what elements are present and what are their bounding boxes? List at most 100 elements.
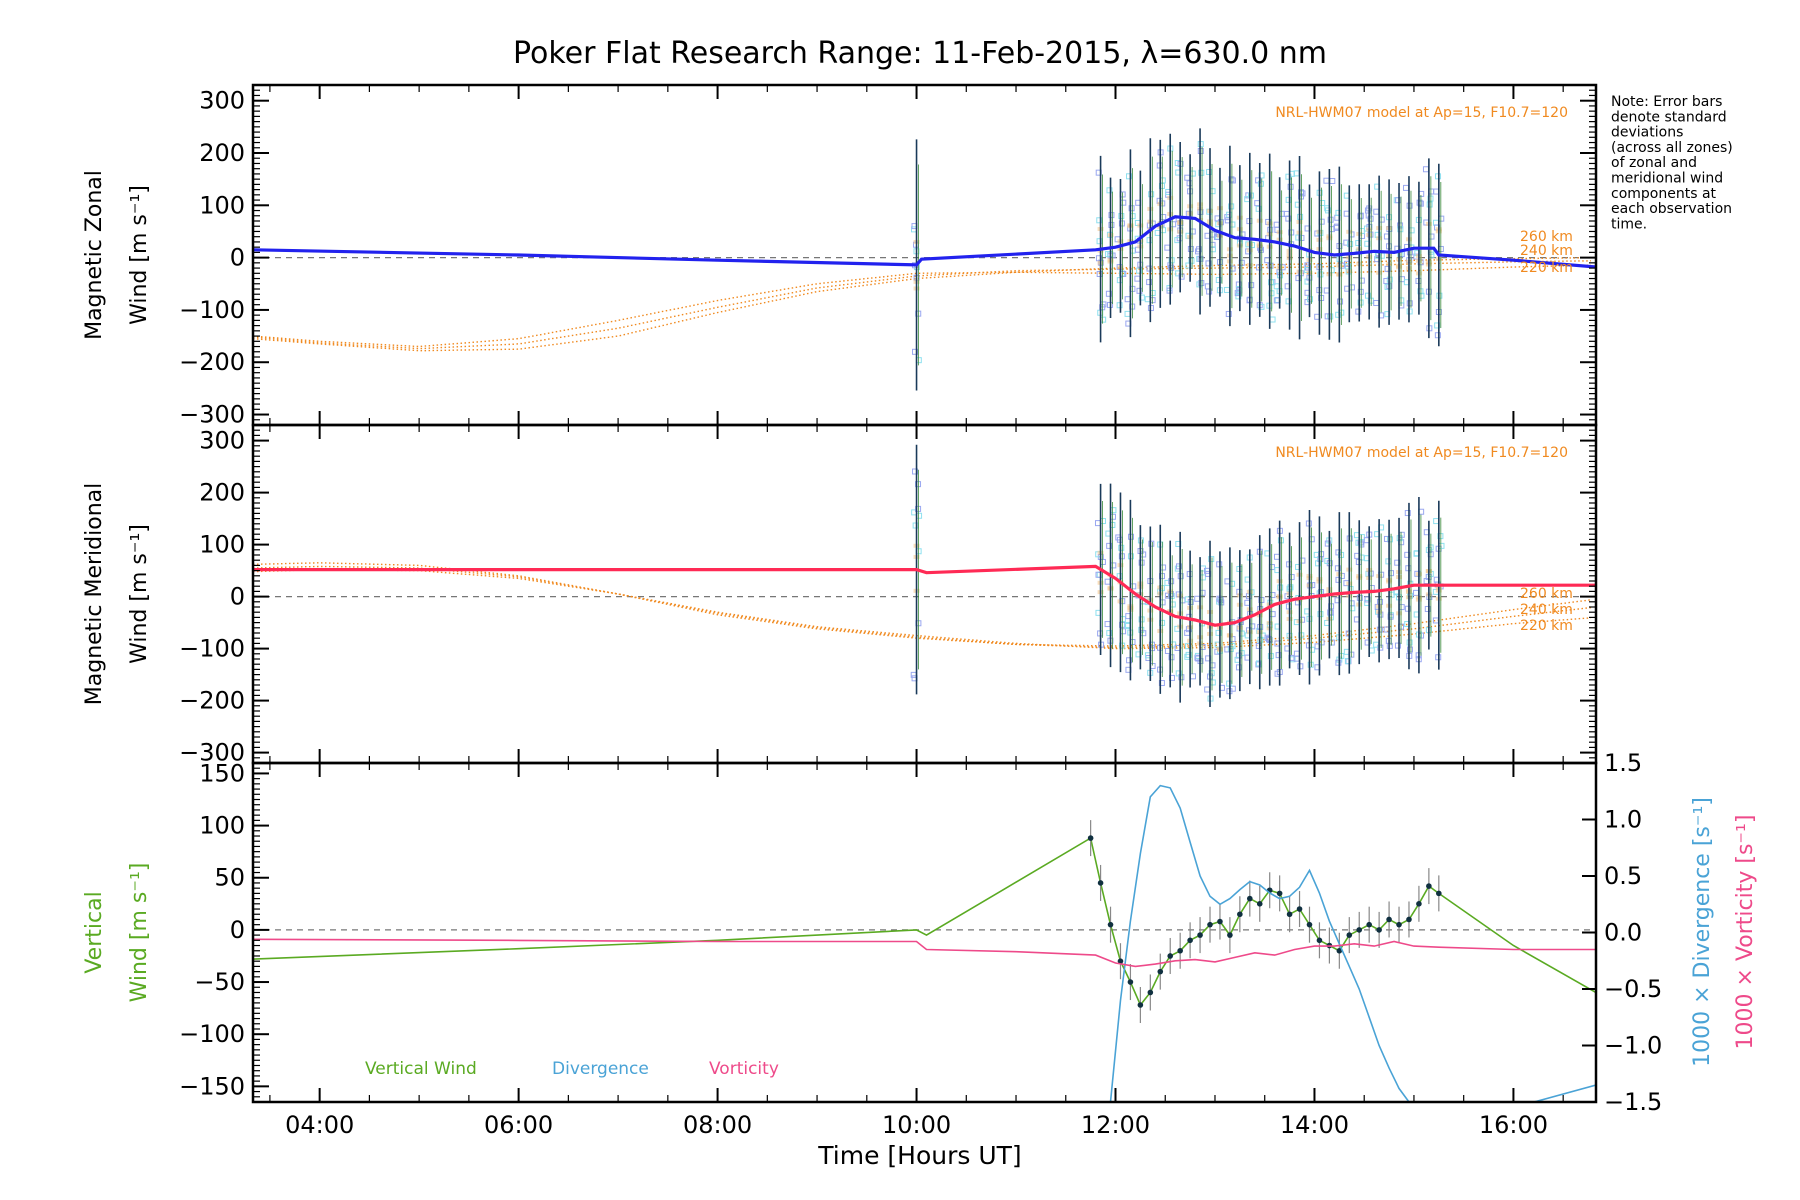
scatter-point [1293, 650, 1300, 657]
scatter-point [1437, 533, 1444, 540]
scatter-point [1105, 290, 1112, 297]
y-tick-label: 100 [199, 812, 245, 840]
plot-area [253, 128, 1596, 391]
altitude-label: 220 km [1520, 260, 1573, 276]
scatter-point [1136, 287, 1143, 294]
scatter-point [1206, 168, 1213, 175]
y-tick-label: −50 [194, 968, 245, 996]
scatter-point [1413, 589, 1420, 596]
vertical-point [1217, 918, 1223, 925]
scatter-point [1196, 246, 1203, 253]
y-tick-label: −100 [179, 296, 245, 324]
scatter-point [1367, 215, 1374, 222]
scatter-point [1096, 238, 1103, 245]
scatter-point [1096, 217, 1103, 224]
scatter-point [1170, 221, 1177, 228]
y-tick-label: 200 [199, 479, 245, 507]
scatter-point [1248, 282, 1255, 289]
scatter-point [1118, 220, 1125, 227]
y-tick-label: 300 [199, 87, 245, 115]
y-axis-label: Wind [m s⁻¹] [127, 524, 152, 664]
vertical-point [1296, 906, 1303, 912]
scatter-point [1134, 275, 1141, 282]
scatter-point [1106, 630, 1113, 637]
vertical-point [1177, 947, 1183, 954]
scatter-point [1160, 214, 1167, 221]
vertical-point [1157, 968, 1164, 975]
scatter-point [1188, 257, 1195, 264]
scatter-point [1206, 288, 1213, 295]
scatter-point [1116, 302, 1123, 309]
scatter-point [1394, 642, 1401, 649]
vertical-point [1087, 835, 1094, 841]
scatter-point [1223, 286, 1230, 293]
scatter-point [1255, 205, 1262, 212]
fitted-wind-line [253, 564, 1596, 627]
scatter-point [1384, 265, 1391, 272]
scatter-point [1120, 199, 1127, 206]
y-axis-label: Wind [m s⁻¹] [127, 185, 152, 325]
x-tick-label: 08:00 [683, 1111, 752, 1139]
scatter-point [1169, 601, 1176, 608]
plot-area [253, 444, 1596, 708]
vertical-point [1306, 921, 1313, 928]
scatter-point [1118, 553, 1125, 560]
note-line: meridional wind [1611, 171, 1723, 187]
vertical-point [1117, 958, 1124, 964]
divergence-line [1109, 784, 1596, 1102]
y2-tick-label: 1.5 [1604, 749, 1642, 777]
scatter-point [1408, 227, 1415, 234]
vertical-point [1366, 921, 1372, 928]
altitude-label: 260 km [1520, 229, 1573, 245]
vertical-point [1436, 890, 1442, 897]
panel-vertical: Vertical Wind Divergence Vorticity −1.5 −1.0… [82, 749, 1758, 1116]
scatter-point [1368, 647, 1375, 654]
vertical-point [1167, 953, 1174, 959]
scatter-point [1273, 553, 1280, 560]
y-tick-label: 150 [199, 759, 245, 787]
vorticity-line [253, 938, 1596, 968]
plot-area [253, 784, 1596, 1102]
scatter-point [1307, 661, 1314, 668]
note-line: each observation [1611, 201, 1732, 217]
legend-entry: Divergence [552, 1059, 649, 1079]
y-axis-label: Wind [m s⁻¹] [127, 863, 152, 1003]
y2-tick-label: 0.0 [1604, 919, 1642, 947]
scatter-point [1428, 233, 1435, 240]
scatter-point [1225, 310, 1232, 317]
scatter-point [1329, 178, 1336, 185]
x-tick-label: 16:00 [1479, 1111, 1548, 1139]
scatter-point [915, 481, 922, 488]
scatter-point [1275, 652, 1282, 659]
scatter-point [1299, 557, 1306, 564]
scatter-point [1215, 629, 1222, 636]
x-tick-label: 12:00 [1081, 1111, 1150, 1139]
scatter-point [1422, 166, 1429, 173]
vertical-point [1376, 927, 1382, 933]
scatter-point [1386, 536, 1393, 543]
scatter-point [1096, 571, 1103, 578]
scatter-point [1189, 673, 1196, 680]
scatter-point [1126, 657, 1133, 664]
panel-meridional: NRL-HWM07 model at Ap=15, F10.7=120 260 k… [82, 423, 1598, 767]
scatter-point [1120, 628, 1127, 635]
panel-frame [251, 761, 1598, 1104]
note-line: Note: Error bars [1611, 94, 1722, 110]
scatter-point [1168, 264, 1175, 271]
scatter-point [1184, 629, 1191, 636]
scatter-point [1126, 173, 1133, 180]
scatter-point [1298, 193, 1305, 200]
scatter-point [1357, 299, 1364, 306]
vertical-point [1247, 895, 1253, 902]
model-line [253, 260, 1592, 350]
model-line [253, 257, 1591, 352]
scatter-point [1267, 653, 1274, 660]
scatter-point [1424, 605, 1431, 612]
scatter-point [1358, 277, 1365, 284]
vertical-point [1346, 932, 1353, 938]
note-line: (across all zones) [1611, 140, 1733, 156]
scatter-point [1377, 598, 1384, 605]
scatter-point [1184, 174, 1191, 181]
scatter-point [1285, 215, 1292, 222]
